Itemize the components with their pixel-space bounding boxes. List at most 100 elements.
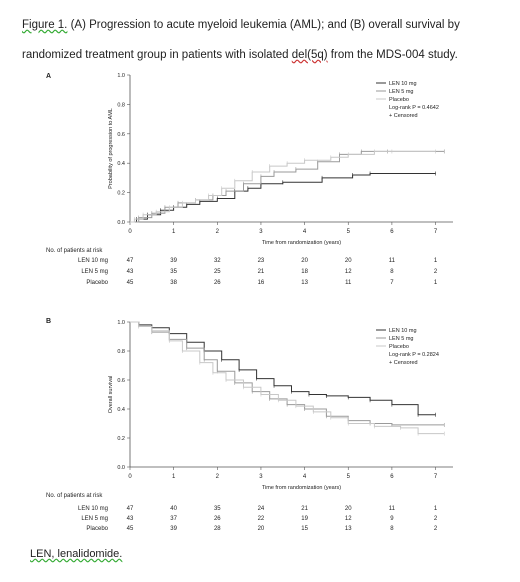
risk-cell: 13 [345, 526, 352, 532]
risk-cell: 28 [214, 526, 221, 532]
y-tick-label: 0.2 [117, 436, 125, 442]
risk-cell: 43 [127, 516, 134, 522]
x-tick-label: 2 [216, 229, 220, 235]
risk-cell: 2 [434, 526, 438, 532]
y-axis-label: Overall survival [108, 376, 114, 414]
x-axis-label: Time from randomization (years) [262, 485, 341, 491]
x-tick-label: 2 [216, 474, 220, 480]
x-tick-label: 1 [172, 229, 176, 235]
risk-row-label: Placebo [86, 526, 108, 532]
y-tick-label: 0.8 [117, 102, 125, 108]
risk-row-label: Placebo [86, 280, 108, 286]
legend-label: Log-rank P = 0.4642 [389, 105, 439, 111]
risk-cell: 32 [214, 258, 221, 264]
risk-cell: 37 [170, 516, 177, 522]
risk-cell: 26 [214, 516, 221, 522]
risk-cell: 23 [258, 258, 265, 264]
y-tick-label: 0.0 [117, 220, 125, 226]
risk-cell: 43 [127, 269, 134, 275]
risk-cell: 7 [390, 280, 394, 286]
x-tick-label: 0 [128, 229, 132, 235]
risk-cell: 45 [127, 526, 134, 532]
risk-cell: 26 [214, 280, 221, 286]
risk-cell: 35 [214, 506, 221, 512]
legend-label: LEN 10 mg [389, 328, 417, 334]
x-tick-label: 3 [259, 229, 263, 235]
y-tick-label: 0.4 [117, 161, 125, 167]
panel-label: A [46, 73, 51, 80]
x-axis-label: Time from randomization (years) [262, 240, 341, 246]
risk-row-label: LEN 5 mg [81, 269, 108, 275]
risk-cell: 45 [127, 280, 134, 286]
x-tick-label: 4 [303, 229, 307, 235]
figure-label: Figure 1. [22, 19, 68, 31]
caption-text: (A) Progression to acute myeloid leukemi… [22, 19, 460, 61]
legend-label: LEN 5 mg [389, 89, 413, 95]
risk-cell: 8 [390, 269, 394, 275]
risk-cell: 16 [258, 280, 265, 286]
series-line-placebo [130, 150, 436, 223]
risk-cell: 11 [345, 280, 352, 286]
risk-cell: 1 [434, 506, 438, 512]
risk-cell: 20 [345, 258, 352, 264]
legend-label: + Censored [389, 113, 418, 119]
y-tick-label: 0.0 [117, 465, 125, 471]
risk-cell: 21 [258, 269, 265, 275]
risk-cell: 20 [301, 258, 308, 264]
risk-cell: 21 [301, 506, 308, 512]
risk-cell: 1 [434, 258, 438, 264]
legend-label: + Censored [389, 360, 418, 366]
x-tick-label: 1 [172, 474, 176, 480]
risk-row-label: LEN 10 mg [78, 506, 108, 512]
x-tick-label: 6 [390, 229, 394, 235]
risk-cell: 40 [170, 506, 177, 512]
legend-label: Placebo [389, 344, 409, 350]
risk-cell: 47 [127, 506, 134, 512]
y-tick-label: 0.4 [117, 407, 125, 413]
risk-cell: 47 [127, 258, 134, 264]
y-axis-label: Probability of progression to AML [108, 108, 114, 189]
x-tick-label: 7 [434, 474, 438, 480]
risk-row-label: LEN 10 mg [78, 258, 108, 264]
risk-cell: 13 [301, 280, 308, 286]
y-tick-label: 0.2 [117, 191, 125, 197]
footnote: LEN, lenalidomide. [30, 548, 123, 560]
risk-cell: 15 [301, 526, 308, 532]
risk-cell: 19 [301, 516, 308, 522]
caption-text-end: from the MDS-004 study. [330, 49, 458, 61]
risk-table-title: No. of patients at risk [46, 493, 103, 499]
legend-label: LEN 5 mg [389, 336, 413, 342]
risk-cell: 8 [390, 526, 394, 532]
y-tick-label: 0.6 [117, 132, 125, 138]
risk-cell: 12 [345, 269, 352, 275]
x-tick-label: 0 [128, 474, 132, 480]
risk-table-title: No. of patients at risk [46, 248, 103, 254]
risk-cell: 2 [434, 516, 438, 522]
risk-cell: 11 [389, 506, 396, 512]
y-tick-label: 0.8 [117, 349, 125, 355]
x-tick-label: 3 [259, 474, 263, 480]
figure-caption: Figure 1. (A) Progression to acute myelo… [22, 10, 502, 70]
legend-label: Log-rank P = 0.2824 [389, 352, 439, 358]
y-tick-label: 1.0 [117, 73, 125, 79]
x-tick-label: 4 [303, 474, 307, 480]
risk-cell: 20 [345, 506, 352, 512]
x-tick-label: 7 [434, 229, 438, 235]
risk-cell: 22 [258, 516, 265, 522]
risk-cell: 2 [434, 269, 438, 275]
risk-cell: 20 [258, 526, 265, 532]
legend-label: LEN 10 mg [389, 81, 417, 87]
risk-cell: 38 [170, 280, 177, 286]
risk-cell: 25 [214, 269, 221, 275]
risk-cell: 9 [390, 516, 394, 522]
y-tick-label: 0.6 [117, 378, 125, 384]
legend-label: Placebo [389, 97, 409, 103]
risk-cell: 39 [170, 526, 177, 532]
x-tick-label: 5 [347, 229, 351, 235]
series-line-len-5-mg [130, 150, 445, 223]
series-line-len-10-mg [130, 173, 436, 223]
risk-cell: 35 [170, 269, 177, 275]
caption-gene: del(5q) [291, 49, 328, 61]
risk-cell: 24 [258, 506, 265, 512]
